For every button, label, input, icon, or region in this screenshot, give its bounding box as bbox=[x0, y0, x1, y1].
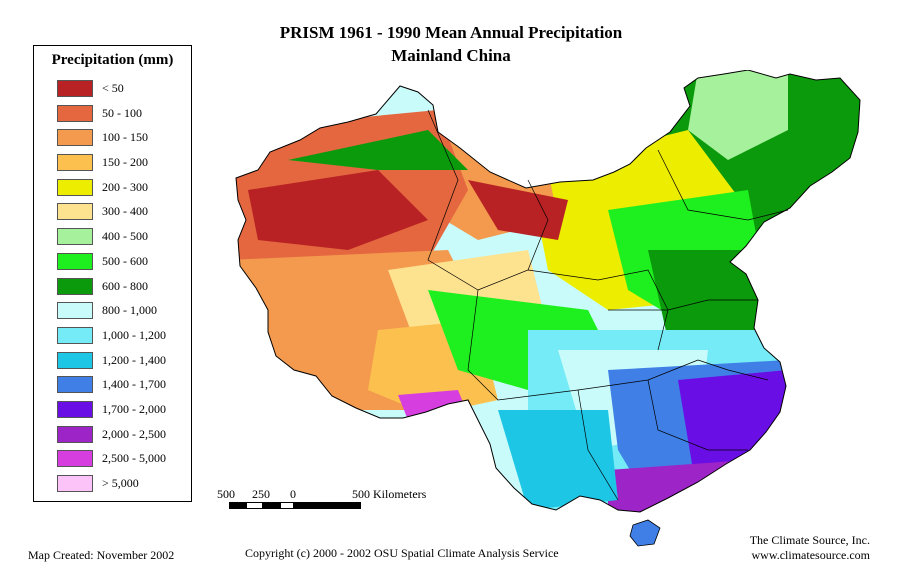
legend-label: < 50 bbox=[102, 81, 124, 95]
copyright-text: Copyright (c) 2000 - 2002 OSU Spatial Cl… bbox=[245, 546, 559, 560]
province-border bbox=[577, 389, 619, 501]
precipitation-map bbox=[235, 70, 861, 547]
legend-label: > 5,000 bbox=[102, 476, 139, 490]
zone-yunnan-cyan bbox=[498, 410, 618, 510]
scale-bar: 500 250 0 500 Kilometers bbox=[217, 487, 457, 513]
legend-swatch bbox=[57, 351, 93, 369]
legend-swatch bbox=[57, 326, 93, 344]
scale-segment bbox=[229, 502, 246, 509]
province-border bbox=[697, 359, 769, 381]
legend-label: 500 - 600 bbox=[102, 253, 148, 268]
zone-medog-purple bbox=[398, 390, 468, 420]
legend-label: 100 - 150 bbox=[102, 130, 148, 145]
legend-swatch bbox=[57, 252, 93, 270]
province-borders bbox=[427, 109, 789, 501]
legend-label: 1,400 - 1,700 bbox=[102, 377, 166, 392]
legend-label: 1,700 - 2,000 bbox=[102, 401, 166, 416]
legend-title: Precipitation (mm) bbox=[51, 52, 174, 68]
legend-swatch bbox=[57, 450, 93, 468]
scale-segment bbox=[246, 502, 263, 509]
zone-taklamakan-red bbox=[248, 170, 428, 250]
legend-label: 2,500 - 5,000 bbox=[102, 451, 166, 466]
legend-swatch bbox=[57, 154, 93, 172]
precipitation-fill bbox=[236, 70, 860, 512]
zone-northeast-light bbox=[688, 70, 788, 160]
legend-swatch bbox=[57, 277, 93, 295]
hainan-island bbox=[629, 519, 661, 547]
legend-label: 2,000 - 2,500 bbox=[102, 426, 166, 441]
legend-swatch bbox=[57, 228, 93, 246]
province-border bbox=[467, 289, 699, 401]
legend-label: 400 - 500 bbox=[102, 229, 148, 244]
scale-label: 500 Kilometers bbox=[352, 487, 427, 501]
legend-swatch bbox=[57, 203, 93, 221]
legend-swatch bbox=[57, 475, 93, 492]
legend-label: 600 - 800 bbox=[102, 278, 148, 293]
legend-swatch bbox=[57, 425, 93, 443]
legend-swatch bbox=[57, 376, 93, 394]
zone-tianshan-green bbox=[288, 130, 468, 170]
scale-segment bbox=[280, 502, 294, 509]
province-border bbox=[527, 269, 669, 351]
map-created-text: Map Created: November 2002 bbox=[28, 548, 175, 562]
legend-swatch bbox=[57, 104, 93, 122]
legend-label: 150 - 200 bbox=[102, 155, 148, 170]
scale-segment bbox=[263, 502, 280, 509]
province-border bbox=[608, 299, 758, 311]
legend-swatch bbox=[57, 302, 93, 320]
map-subtitle: Mainland China bbox=[391, 46, 511, 65]
legend-swatch bbox=[57, 129, 93, 147]
zone-central-dark-green bbox=[648, 250, 768, 340]
company-name: The Climate Source, Inc. bbox=[749, 533, 870, 547]
province-border bbox=[647, 379, 748, 451]
legend-swatch bbox=[57, 178, 93, 196]
scale-segment bbox=[294, 502, 361, 509]
legend-label: 800 - 1,000 bbox=[102, 303, 157, 318]
zone-guangdong-purple bbox=[608, 460, 748, 512]
website-url: www.climatesource.com bbox=[751, 548, 870, 562]
legend: Precipitation (mm) < 50 50 - 100 100 - 1… bbox=[33, 45, 192, 502]
legend-label: 50 - 100 bbox=[102, 105, 142, 120]
legend-swatch bbox=[57, 400, 93, 418]
province-border bbox=[657, 149, 789, 221]
legend-label: 1,200 - 1,400 bbox=[102, 352, 166, 367]
legend-label: 200 - 300 bbox=[102, 179, 148, 194]
legend-label: 1,000 - 1,200 bbox=[102, 327, 166, 342]
legend-swatch bbox=[57, 80, 93, 97]
legend-label: 300 - 400 bbox=[102, 204, 148, 219]
scale-label: 0 bbox=[290, 487, 296, 501]
map-title: PRISM 1961 - 1990 Mean Annual Precipitat… bbox=[279, 23, 623, 42]
scale-label: 250 bbox=[252, 487, 270, 501]
scale-label: 500 bbox=[217, 487, 235, 501]
zone-mongolia-red bbox=[468, 180, 568, 240]
